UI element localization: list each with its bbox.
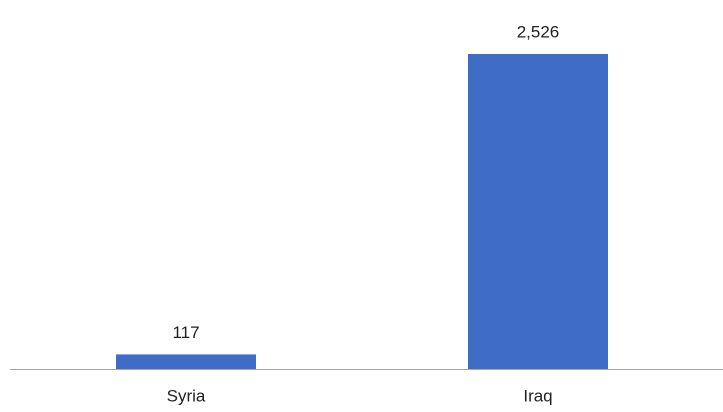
x-tick-label: Syria <box>167 386 206 405</box>
value-label: 2,526 <box>517 22 560 41</box>
bar <box>116 354 256 369</box>
value-label: 117 <box>172 323 199 342</box>
bar <box>468 54 608 369</box>
x-tick-label: Iraq <box>523 386 552 405</box>
